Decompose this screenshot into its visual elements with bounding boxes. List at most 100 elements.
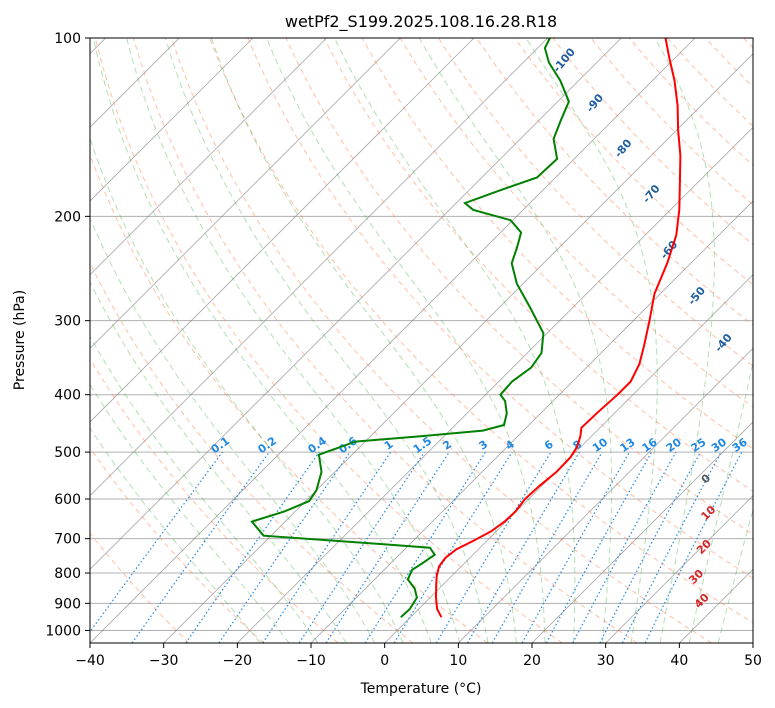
x-tick-label: −30 <box>149 653 179 669</box>
isotherm-line <box>531 421 753 643</box>
moist-adiabat-label: -40 <box>712 331 735 355</box>
dry-adiabat-line <box>90 261 414 643</box>
dry-adiabat-line <box>94 38 563 643</box>
isotherm-line <box>90 38 475 423</box>
dry-adiabat-label: 10 <box>698 503 718 523</box>
y-tick-label: 100 <box>54 31 81 47</box>
moist-adiabat-label: -30 <box>756 360 775 384</box>
x-axis-ticks: −40 −30 −20 −10 0 10 20 30 40 50 <box>75 643 762 669</box>
mixing-ratio-line <box>185 451 320 643</box>
mixing-ratio-line <box>262 451 392 643</box>
y-tick-label: 800 <box>54 566 81 582</box>
x-tick-label: −10 <box>296 653 326 669</box>
moist-adiabat-line <box>90 216 376 643</box>
moist-adiabat-line <box>654 38 715 643</box>
dry-adiabat-line <box>361 38 753 450</box>
dry-adiabat-line <box>90 153 488 643</box>
y-tick-label: 500 <box>54 445 81 461</box>
y-tick-label: 300 <box>54 314 81 330</box>
x-tick-label: 0 <box>380 653 389 669</box>
dry-adiabat-line <box>90 532 190 643</box>
moist-adiabat-label: -70 <box>640 182 663 206</box>
isotherm-line <box>90 38 696 643</box>
mixing-ratio-line <box>599 451 702 643</box>
dry-adiabat-line <box>247 38 753 579</box>
y-tick-label: 1000 <box>45 623 81 639</box>
mixing-ratio-line <box>131 451 270 643</box>
isotherm-line <box>90 38 622 570</box>
dry-adiabat-line <box>743 38 753 49</box>
x-tick-label: 20 <box>523 653 541 669</box>
mixing-ratio-line <box>644 451 743 643</box>
mixing-ratio-label: 0.2 <box>256 434 279 456</box>
dry-adiabat-line <box>132 38 638 643</box>
moist-adiabat-line <box>164 38 489 643</box>
mixing-ratio-line <box>325 451 450 643</box>
y-tick-label: 900 <box>54 596 81 612</box>
moist-adiabat-line <box>688 359 753 643</box>
mixing-ratio-line <box>435 451 552 643</box>
dry-adiabat-label: 0 <box>699 471 714 486</box>
background-line-labels: 0.1 0.2 0.4 0.6 1 1.5 2 3 4 6 8 10 13 16 20 25 30 36-100-… <box>209 45 775 611</box>
moist-adiabat-label: -90 <box>583 91 606 115</box>
moist-adiabat-label: -80 <box>612 136 635 160</box>
x-tick-label: 50 <box>744 653 762 669</box>
mixing-ratio-label: 4 <box>503 438 517 453</box>
moist-adiabat-line <box>525 38 658 643</box>
dry-adiabat-line <box>514 38 753 286</box>
isotherm-line <box>384 274 753 643</box>
mixing-ratio-label: 6 <box>542 438 556 453</box>
moist-adiabat-line <box>92 38 432 643</box>
mixing-ratio-label: 2 <box>440 438 454 453</box>
moist-adiabat-line <box>266 38 546 643</box>
mixing-ratio-line <box>298 451 425 643</box>
profile-series <box>250 38 682 618</box>
plot-frame <box>89 37 754 644</box>
mixing-ratio-line <box>545 451 653 643</box>
dry-adiabat-line <box>209 38 753 624</box>
x-tick-label: 10 <box>449 653 467 669</box>
isotherm-line <box>90 38 401 349</box>
moist-adiabat-line <box>210 38 517 643</box>
temperature-profile-line <box>434 38 682 618</box>
mixing-ratio-line <box>393 451 513 643</box>
moist-adiabat-line <box>90 335 319 643</box>
isotherm-line <box>458 347 753 643</box>
isotherm-line <box>90 38 327 276</box>
mixing-ratio-line <box>90 451 223 633</box>
mixing-ratio-line <box>218 451 351 643</box>
dry-adiabat-label: 20 <box>694 537 714 557</box>
dry-adiabat-label: 40 <box>692 591 712 611</box>
mixing-ratio-line <box>572 451 677 643</box>
moist-adiabat-line <box>126 38 461 643</box>
moist-adiabat-label: -50 <box>685 284 708 308</box>
x-tick-label: 40 <box>670 653 688 669</box>
dry-adiabat-line <box>90 357 339 643</box>
y-tick-label: 600 <box>54 492 81 508</box>
isotherm-line <box>163 53 753 643</box>
dry-adiabat-line <box>90 447 264 643</box>
isotherm-line <box>752 642 753 643</box>
y-axis-label: Pressure (hPa) <box>12 290 28 390</box>
moist-adiabat-line <box>90 383 290 643</box>
moist-adiabat-line <box>717 507 753 643</box>
dry-adiabat-line <box>399 38 753 408</box>
mixing-ratio-label: 0.1 <box>209 434 232 456</box>
isotherm-line <box>90 38 254 202</box>
y-tick-label: 400 <box>54 388 81 404</box>
x-tick-label: −40 <box>75 653 105 669</box>
x-axis-label: Temperature (°C) <box>360 681 482 697</box>
x-tick-label: −20 <box>223 653 253 669</box>
isotherm-line <box>237 126 753 643</box>
isotherm-line <box>605 495 753 643</box>
mixing-ratio-line <box>521 451 631 643</box>
dry-adiabat-line <box>590 38 753 206</box>
dry-adiabat-label: 30 <box>686 567 706 587</box>
dewpoint-profile-line <box>250 38 570 618</box>
background-lines <box>90 38 753 643</box>
mixing-ratio-label: 3 <box>477 438 491 453</box>
moist-adiabat-line <box>90 427 261 643</box>
moist-adiabat-line <box>334 38 576 643</box>
y-tick-label: 200 <box>54 209 81 225</box>
